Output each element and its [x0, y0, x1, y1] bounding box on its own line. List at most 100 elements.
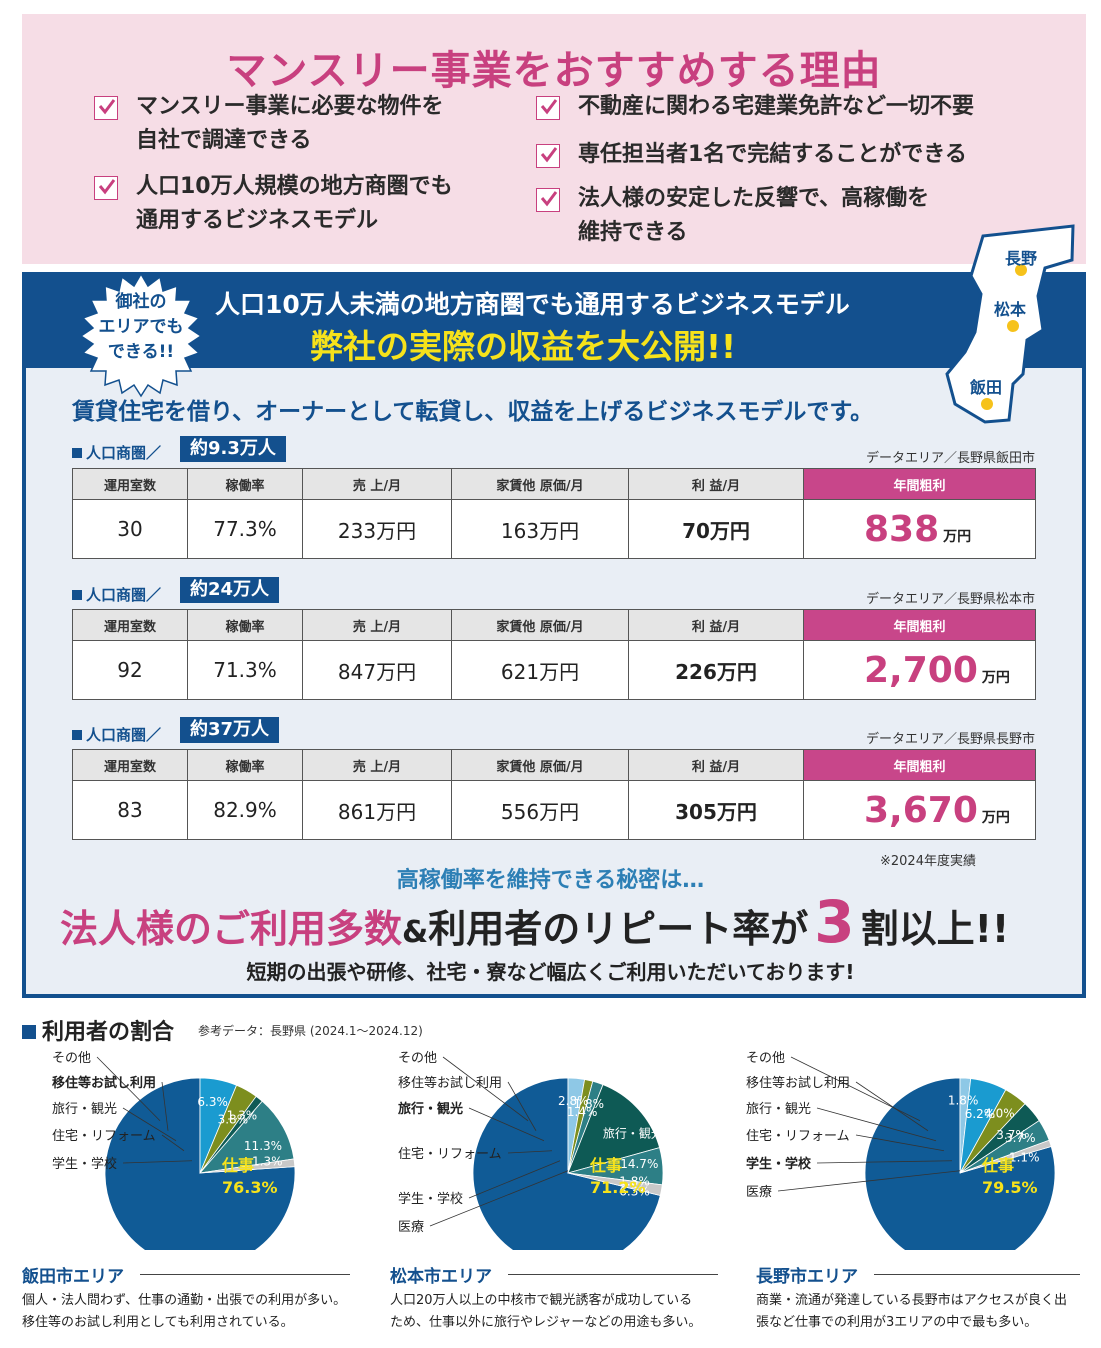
header-title: 弊社の実際の収益を大公開!!	[310, 327, 737, 366]
pie-category-label: 医療	[398, 1220, 424, 1235]
leader-line	[507, 1150, 553, 1154]
pie-percent-label: 1.8%	[948, 1094, 979, 1108]
headline-corporate: 法人様のご利用多数	[60, 907, 403, 951]
business-model-intro: 賃貸住宅を借り、オーナーとして転貸し、収益を上げるビジネスモデルです。	[72, 399, 874, 425]
pie-percent-label: 1.3%	[227, 1109, 258, 1123]
checkbox-icon	[536, 96, 560, 120]
pie-category-label: 旅行・観光	[746, 1102, 811, 1117]
users-ratio-reference: 参考データ：長野県 (2024.1〜2024.12)	[198, 1024, 423, 1038]
pie-percent-label: 11.3%	[244, 1139, 282, 1153]
headline-repeat: 利用者のリピート率が	[428, 907, 809, 951]
table-row: 30 77.3% 233万円 163万円 70万円 838 万円	[72, 499, 1036, 559]
revenue-table: 運用室数 稼働率 売 上/月 家賃他 原価/月 利 益/月 年間粗利 30 77…	[72, 468, 1036, 559]
fiscal-year-note: ※2024年度実績	[880, 854, 976, 869]
pie-slice-移住等お試し利用	[198, 1100, 295, 1174]
map-label-matsumoto: 松本	[994, 300, 1027, 319]
revenue-table: 運用室数 稼働率 売 上/月 家賃他 原価/月 利 益/月 年間粗利 83 82…	[72, 749, 1036, 840]
headline-number: 3	[814, 888, 855, 956]
occupancy-value: 82.9%	[187, 780, 303, 840]
leader-line	[161, 1134, 185, 1152]
sales-value: 233万円	[302, 499, 452, 559]
leader-line	[122, 1160, 193, 1164]
reason-item: 法人様の安定した反響で、高稼働を 維持できる	[536, 182, 976, 252]
nagano-map-icon	[945, 224, 1075, 424]
leader-line	[122, 1107, 177, 1142]
pie-category-label: 住宅・リフォーム	[746, 1129, 850, 1144]
pie-percent-label: 3.8%	[218, 1112, 249, 1126]
cost-value: 163万円	[451, 499, 629, 559]
pie-percent-label: 2.8%	[558, 1094, 589, 1108]
pie-chart-iida: その他移住等お試し利用旅行・観光住宅・リフォーム学生・学校6.3%3.8%1.3…	[52, 1051, 296, 1250]
col-cost: 家賃他 原価/月	[451, 468, 629, 500]
pie-category-label: 移住等お試し利用	[52, 1075, 156, 1091]
leader-line	[429, 1170, 569, 1227]
pie-percent-label: 1.3%	[252, 1155, 283, 1169]
annual-profit: 2,700 万円	[803, 640, 1036, 700]
pie-percent-label: 1.8%	[619, 1174, 650, 1188]
annual-profit: 838 万円	[803, 499, 1036, 559]
area-desc-matsumoto: 人口20万人以上の中核市で観光誘客が成功している ため、仕事以外に旅行やレジャー…	[390, 1293, 702, 1330]
pie-category-label: 住宅・リフォーム	[398, 1147, 502, 1162]
pie-work-percent: 76.3%	[222, 1178, 278, 1197]
annual-profit: 3,670 万円	[803, 780, 1036, 840]
pie-slice-仕事	[104, 1077, 296, 1250]
reason-item: マンスリー事業に必要な物件を 自社で調達できる	[94, 90, 514, 160]
col-rooms: 運用室数	[72, 749, 188, 781]
leader-line	[507, 1081, 537, 1131]
pie-slice-仕事	[472, 1077, 661, 1250]
leader-line	[468, 1160, 561, 1199]
pie-percent-label: 4.0%	[984, 1107, 1015, 1121]
col-profit: 利 益/月	[628, 749, 804, 781]
col-rooms: 運用室数	[72, 468, 188, 500]
pie-percent-label: 14.7%	[620, 1157, 658, 1171]
pie-percent-label: 6.3%	[197, 1095, 228, 1109]
population-value: 約9.3万人	[180, 436, 286, 462]
pie-percent-label: 6.2%	[965, 1107, 996, 1121]
header-subtitle: 人口10万人未満の地方商圏でも通用するビジネスモデル	[215, 290, 850, 319]
pie-slice-その他	[959, 1139, 1052, 1174]
pie-work-percent: 79.5%	[982, 1178, 1038, 1197]
pie-category-label: 移住等お試し利用	[398, 1075, 502, 1091]
headline-suffix: 割以上!!	[860, 907, 1010, 951]
pie-work-label: 仕事	[221, 1156, 254, 1175]
col-cost: 家賃他 原価/月	[451, 749, 629, 781]
revenue-table: 運用室数 稼働率 売 上/月 家賃他 原価/月 利 益/月 年間粗利 92 71…	[72, 609, 1036, 700]
headline-amp: &	[402, 915, 429, 950]
reason-item: 専任担当者1名で完結することができる	[536, 138, 1056, 174]
leader-line	[855, 1081, 929, 1132]
area-desc-iida: 個人・法人問わず、仕事の通勤・出張での利用が多い。 移住等のお試し利用としても利…	[22, 1293, 347, 1330]
leader-line	[161, 1081, 169, 1131]
cost-value: 621万円	[451, 640, 629, 700]
reason-text: 不動産に関わる宅建業免許など一切不要	[578, 94, 975, 119]
reasons-title: マンスリー事業をおすすめする理由	[226, 48, 882, 94]
pie-work-percent: 71.2%	[590, 1178, 646, 1197]
pie-category-label: 旅行・観光	[52, 1102, 117, 1117]
table-row: 83 82.9% 861万円 556万円 305万円 3,670 万円	[72, 780, 1036, 840]
pie-percent-label: 1.1%	[1009, 1151, 1040, 1165]
profit-value: 226万円	[628, 640, 804, 700]
col-cost: 家賃他 原価/月	[451, 609, 629, 641]
repeat-rate-headline: 法人様のご利用多数&利用者のリピート率が 3 割以上!!	[60, 888, 1060, 956]
checkbox-icon	[536, 188, 560, 212]
pie-slice-旅行・観光	[567, 1084, 661, 1174]
pie-category-label: 学生・学校	[398, 1191, 463, 1207]
divider	[508, 1274, 718, 1275]
col-annual: 年間粗利	[803, 749, 1036, 781]
occupancy-value: 71.3%	[187, 640, 303, 700]
leader-line	[777, 1170, 961, 1192]
pie-work-label: 仕事	[589, 1156, 622, 1175]
pie-percent-label: 1.4%	[567, 1105, 598, 1119]
rooms-value: 83	[72, 780, 188, 840]
divider	[140, 1274, 350, 1275]
reason-item: 人口10万人規模の地方商圏でも 通用するビジネスモデル	[94, 170, 514, 240]
col-profit: 利 益/月	[628, 609, 804, 641]
checkbox-icon	[94, 176, 118, 200]
pie-slice-その他	[199, 1158, 296, 1174]
users-ratio-title: 利用者の割合	[22, 1014, 174, 1046]
col-sales: 売 上/月	[302, 609, 452, 641]
leader-line	[855, 1134, 945, 1152]
pie-percent-label: 旅行・観光	[603, 1126, 663, 1140]
secret-lead: 高稼働率を維持できる秘密は…	[396, 868, 705, 893]
sales-value: 847万円	[302, 640, 452, 700]
